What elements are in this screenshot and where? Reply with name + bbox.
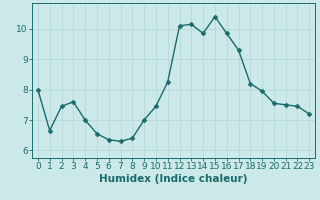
X-axis label: Humidex (Indice chaleur): Humidex (Indice chaleur) xyxy=(99,174,248,184)
